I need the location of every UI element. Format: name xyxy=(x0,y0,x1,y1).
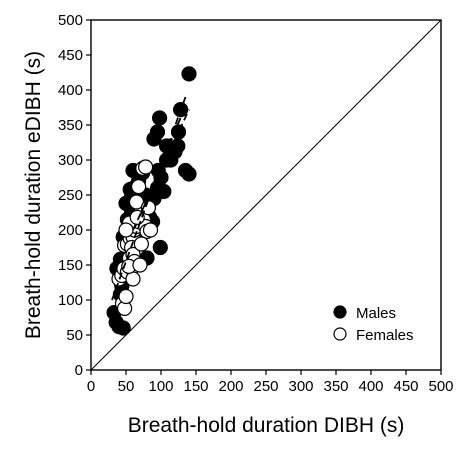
y-tick-label: 350 xyxy=(58,117,83,134)
y-tick-label: 250 xyxy=(58,187,83,204)
y-tick-label: 300 xyxy=(58,152,83,169)
x-tick-label: 0 xyxy=(87,378,95,395)
data-point-male xyxy=(156,183,172,200)
x-tick-label: 150 xyxy=(183,378,208,395)
x-tick-label: 200 xyxy=(218,378,243,395)
x-axis-ticks: 0 50 100 150 200 250 300 350 400 450 500 xyxy=(87,370,454,395)
data-point-male xyxy=(181,66,197,82)
legend-label-females: Females xyxy=(356,327,414,344)
data-point-female xyxy=(125,271,141,287)
legend-label-males: Males xyxy=(356,305,396,322)
data-point-male xyxy=(152,110,168,126)
x-tick-label: 450 xyxy=(393,378,418,395)
y-tick-label: 450 xyxy=(58,47,83,64)
data-point-female xyxy=(133,236,149,252)
x-axis-title: Breath-hold duration DIBH (s) xyxy=(128,414,405,437)
data-point-female xyxy=(142,222,159,238)
x-tick-label: 300 xyxy=(288,378,313,395)
x-tick-label: 500 xyxy=(428,378,453,395)
data-point-male xyxy=(153,169,169,186)
y-axis-title: Breath-hold duration eDIBH (s) xyxy=(22,51,45,339)
y-tick-label: 400 xyxy=(58,82,83,99)
identity-line xyxy=(90,19,442,371)
y-tick-label: 500 xyxy=(58,12,83,29)
y-tick-label: 100 xyxy=(58,292,83,309)
data-point-female xyxy=(118,222,134,238)
data-point-female xyxy=(132,257,148,273)
x-tick-label: 350 xyxy=(323,378,348,395)
data-point-male xyxy=(181,166,197,182)
data-points xyxy=(106,66,197,336)
y-tick-label: 0 xyxy=(75,362,83,379)
data-point-female xyxy=(131,179,147,195)
legend-marker-females xyxy=(333,327,347,341)
y-axis-ticks: 0 50 100 150 200 250 300 350 400 450 500 xyxy=(58,12,91,379)
data-point-female xyxy=(118,288,134,305)
regression-line xyxy=(111,96,187,301)
y-tick-label: 150 xyxy=(58,257,83,274)
data-point-male xyxy=(152,239,168,256)
x-tick-label: 250 xyxy=(253,378,278,395)
y-tick-label: 200 xyxy=(58,222,83,239)
legend-marker-males xyxy=(333,305,347,319)
x-tick-label: 400 xyxy=(358,378,383,395)
legend: Males Females xyxy=(333,305,414,344)
data-point-male xyxy=(115,320,131,336)
x-tick-label: 50 xyxy=(118,378,135,395)
data-point-male xyxy=(149,124,166,140)
x-tick-label: 100 xyxy=(148,378,173,395)
regression-line xyxy=(139,110,185,217)
data-point-female xyxy=(138,159,154,175)
y-tick-label: 50 xyxy=(66,327,83,344)
